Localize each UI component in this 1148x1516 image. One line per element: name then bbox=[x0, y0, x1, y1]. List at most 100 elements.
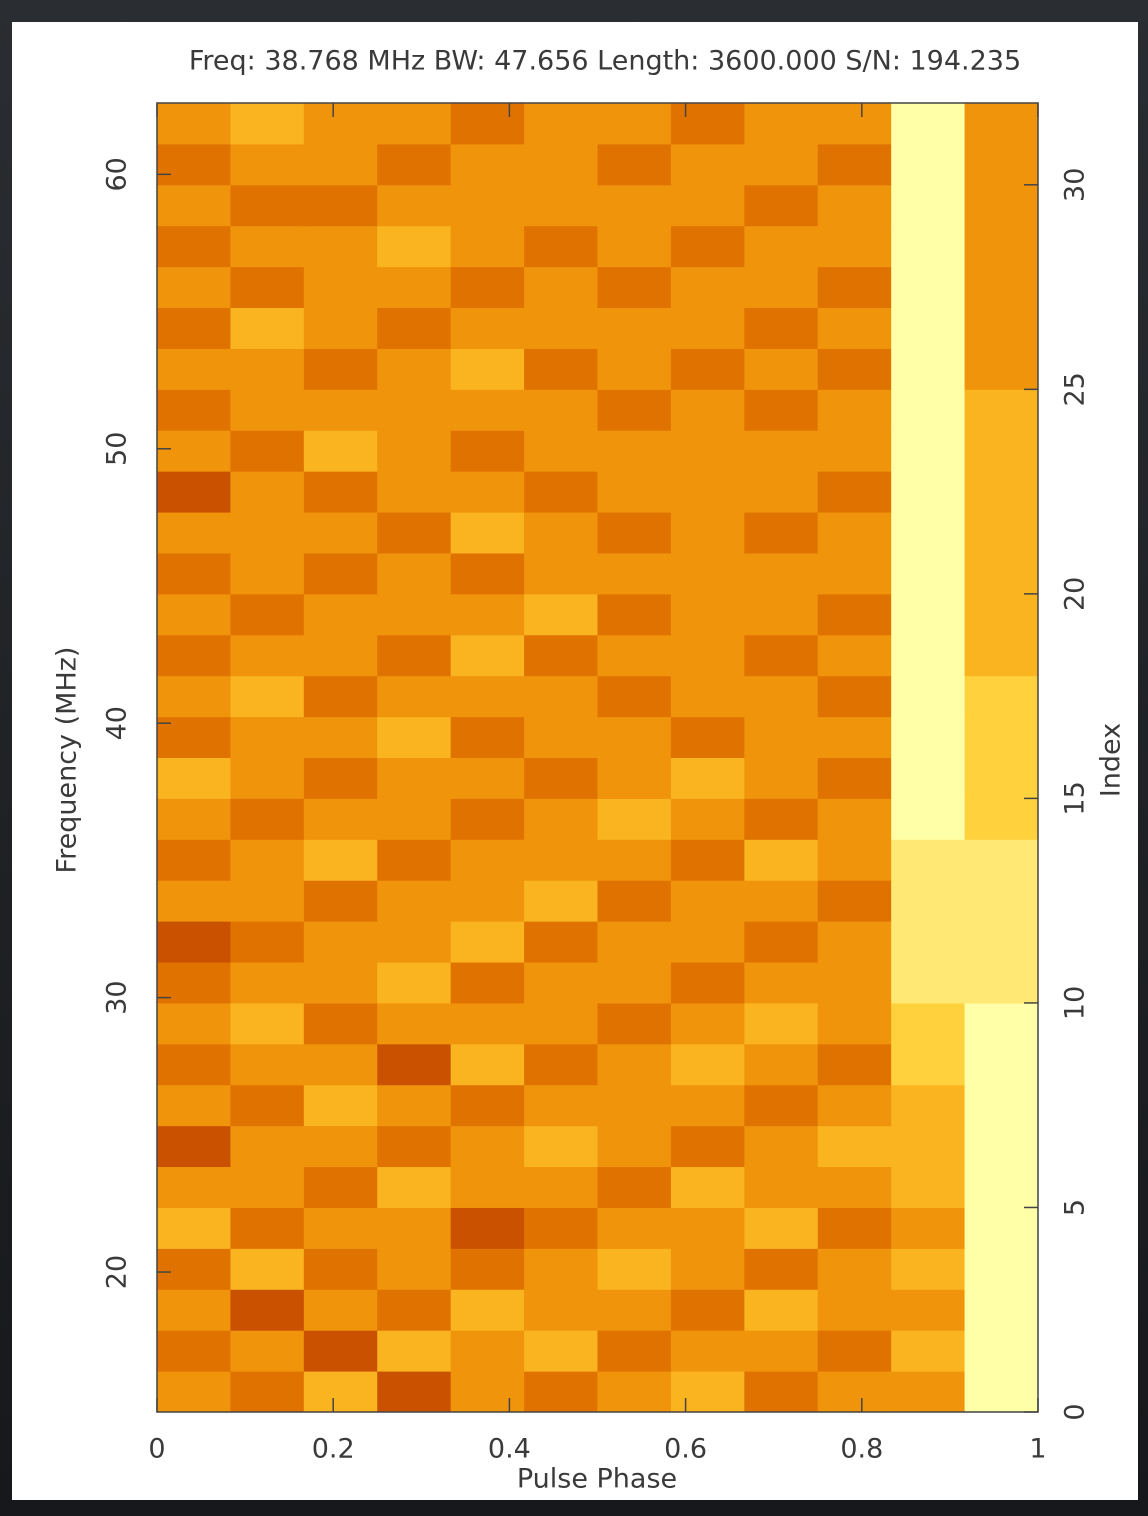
heatmap-cell bbox=[377, 1248, 452, 1290]
heatmap-cell bbox=[597, 471, 672, 513]
heatmap-cell bbox=[303, 798, 378, 840]
heatmap-cell bbox=[524, 471, 598, 513]
heatmap-cell bbox=[450, 552, 525, 595]
heatmap-cell bbox=[891, 266, 966, 309]
heatmap-cell bbox=[157, 1371, 231, 1413]
heatmap-cell bbox=[597, 634, 672, 677]
heatmap-cell bbox=[230, 430, 305, 472]
heatmap-cell bbox=[377, 307, 452, 349]
heatmap-cell bbox=[524, 307, 598, 349]
heatmap-cell bbox=[817, 389, 892, 431]
heatmap-cell bbox=[524, 103, 598, 145]
heatmap-cell bbox=[303, 716, 378, 758]
heatmap-cell bbox=[524, 552, 598, 595]
heatmap-cell bbox=[597, 1330, 672, 1372]
heatmap-cell bbox=[524, 1248, 598, 1290]
heatmap-cell bbox=[964, 675, 1039, 718]
heatmap-cell bbox=[964, 1043, 1039, 1086]
heatmap-cell bbox=[303, 757, 378, 799]
heatmap-cell bbox=[450, 675, 525, 718]
heatmap-cell bbox=[377, 1207, 452, 1249]
heatmap-cell bbox=[744, 962, 819, 1004]
heatmap-cell bbox=[303, 471, 378, 513]
heatmap-cell bbox=[670, 1166, 745, 1208]
heatmap-cell bbox=[744, 225, 819, 268]
heatmap-cell bbox=[230, 1043, 305, 1086]
heatmap-cell bbox=[450, 634, 525, 677]
heatmap-cell bbox=[670, 103, 745, 145]
heatmap-cell bbox=[597, 1248, 672, 1290]
heatmap-cell bbox=[670, 593, 745, 636]
heatmap-cell bbox=[450, 880, 525, 922]
heatmap-cell bbox=[157, 266, 231, 309]
y-tick-label: 40 bbox=[102, 706, 133, 740]
heatmap-cell bbox=[744, 675, 819, 718]
heatmap-cell bbox=[524, 798, 598, 840]
heatmap-cell bbox=[303, 1043, 378, 1086]
heatmap-cell bbox=[524, 675, 598, 718]
heatmap-cell bbox=[744, 839, 819, 881]
heatmap-cell bbox=[964, 471, 1039, 513]
heatmap-cell bbox=[450, 184, 525, 227]
heatmap-cell bbox=[524, 143, 598, 186]
heatmap-cell bbox=[450, 1084, 525, 1127]
heatmap-cell bbox=[964, 1371, 1039, 1413]
heatmap-cell bbox=[817, 184, 892, 227]
heatmap-cell bbox=[157, 348, 231, 390]
y2-tick-label: 5 bbox=[1060, 1199, 1091, 1216]
heatmap-cell bbox=[377, 1289, 452, 1331]
y2-tick-label: 25 bbox=[1060, 372, 1091, 406]
heatmap-cell bbox=[450, 1371, 525, 1413]
heatmap-cell bbox=[377, 430, 452, 472]
x-tick-label: 0 bbox=[148, 1434, 165, 1465]
heatmap-cell bbox=[377, 1125, 452, 1168]
heatmap-cell bbox=[450, 593, 525, 636]
y-tick-label: 60 bbox=[102, 157, 133, 191]
heatmap-cell bbox=[524, 1207, 598, 1249]
heatmap-cell bbox=[964, 266, 1039, 309]
heatmap-cell bbox=[670, 921, 745, 963]
heatmap-cell bbox=[597, 839, 672, 881]
heatmap-cell bbox=[744, 880, 819, 922]
heatmap-cell bbox=[891, 1207, 966, 1249]
heatmap-cell bbox=[964, 1002, 1039, 1045]
heatmap-cell bbox=[744, 389, 819, 431]
heatmap-cell bbox=[670, 1371, 745, 1413]
heatmap-cell bbox=[230, 1084, 305, 1127]
heatmap-cell bbox=[891, 1371, 966, 1413]
heatmap-cell bbox=[817, 1330, 892, 1372]
heatmap-cell bbox=[230, 634, 305, 677]
heatmap-cell bbox=[230, 266, 305, 309]
heatmap-cell bbox=[524, 1371, 598, 1413]
heatmap-cell bbox=[303, 921, 378, 963]
x-tick-label: 0.8 bbox=[840, 1434, 883, 1465]
heatmap-cell bbox=[524, 1125, 598, 1168]
heatmap-cell bbox=[303, 1330, 378, 1372]
heatmap-cell bbox=[157, 634, 231, 677]
heatmap-cell bbox=[377, 962, 452, 1004]
heatmap-cell bbox=[230, 757, 305, 799]
heatmap-cell bbox=[597, 348, 672, 390]
heatmap-cell bbox=[377, 1084, 452, 1127]
heatmap-cell bbox=[744, 1371, 819, 1413]
heatmap-cell bbox=[964, 512, 1039, 554]
heatmap-cell bbox=[964, 1289, 1039, 1331]
heatmap-cell bbox=[524, 184, 598, 227]
heatmap-cell bbox=[597, 266, 672, 309]
heatmap-cell bbox=[817, 348, 892, 390]
heatmap-cell bbox=[817, 307, 892, 349]
heatmap-cell bbox=[377, 471, 452, 513]
heatmap-cell bbox=[377, 1043, 452, 1086]
heatmap-cell bbox=[303, 103, 378, 145]
heatmap-cell bbox=[817, 552, 892, 595]
heatmap-cell bbox=[377, 1002, 452, 1045]
heatmap-cell bbox=[230, 798, 305, 840]
chart-title: Freq: 38.768 MHz BW: 47.656 Length: 3600… bbox=[189, 46, 1021, 77]
heatmap-cell bbox=[450, 1002, 525, 1045]
heatmap-cell bbox=[817, 880, 892, 922]
heatmap-cell bbox=[450, 962, 525, 1004]
heatmap-cell bbox=[524, 512, 598, 554]
heatmap-cell bbox=[817, 962, 892, 1004]
heatmap-cell bbox=[891, 430, 966, 472]
heatmap-cell bbox=[230, 348, 305, 390]
